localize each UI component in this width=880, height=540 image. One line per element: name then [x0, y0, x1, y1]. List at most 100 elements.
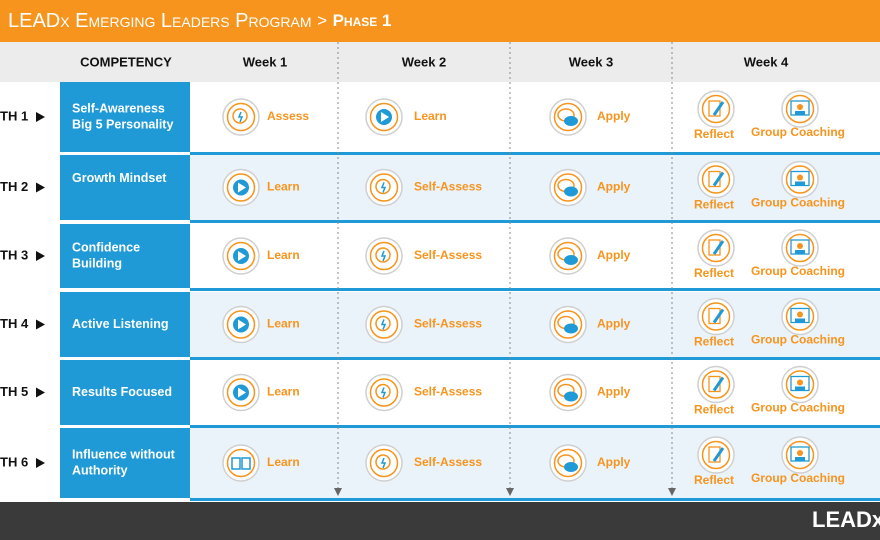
icon-chat: [549, 373, 587, 412]
footer-bar: [0, 502, 880, 540]
competency-cell: [60, 292, 190, 357]
icon-people: [781, 90, 819, 128]
activity-label: Learn: [267, 180, 300, 194]
icon-inner: [226, 310, 256, 339]
activity-label: Reflect: [694, 473, 734, 487]
activity-label: Apply: [597, 248, 631, 262]
icon-inner: [785, 302, 815, 331]
icon-people: [781, 229, 819, 267]
activity-label: Learn: [267, 455, 300, 469]
glyph: [238, 319, 246, 330]
icon-play: [222, 305, 260, 344]
glyph: [375, 178, 391, 195]
activity-label: Group Coaching: [751, 471, 845, 485]
icon-inner: [226, 173, 256, 202]
icon-inner: [553, 241, 583, 271]
row-label: TH 3: [0, 247, 28, 262]
glyph: [375, 454, 391, 470]
activity-label: Group Coaching: [751, 401, 845, 415]
glyph: [381, 112, 389, 122]
row-separator: [190, 220, 880, 223]
row-separator: [190, 152, 880, 155]
activity-label: Learn: [267, 248, 300, 262]
column-header: COMPETENCY: [80, 54, 172, 69]
divider-arrow: [334, 488, 342, 496]
glyph: [380, 319, 387, 330]
activity-label: Apply: [597, 109, 631, 123]
row-background: [190, 428, 880, 498]
activity-label: Apply: [597, 455, 631, 469]
glyph: [797, 379, 803, 386]
competency-cell: [60, 224, 190, 288]
glyph: [564, 116, 578, 126]
activity-label: Self-Assess: [414, 248, 482, 262]
glyph: [712, 447, 725, 462]
icon-bulb: [365, 444, 403, 482]
divider-arrow: [506, 488, 514, 496]
glyph: [795, 386, 805, 391]
icon-inner: [226, 378, 256, 407]
activity-label: Group Coaching: [751, 264, 845, 278]
activity-label: Reflect: [694, 266, 734, 280]
competency-text: Authority: [72, 463, 128, 477]
activity-label: Group Coaching: [751, 125, 845, 139]
activity-label: Self-Assess: [414, 455, 482, 469]
competency-text: Influence without: [72, 447, 176, 461]
activity-label: Self-Assess: [414, 385, 482, 399]
row-arrow: [36, 387, 45, 398]
row-label: TH 4: [0, 316, 29, 331]
glyph: [238, 387, 246, 398]
icon-inner: [369, 448, 399, 478]
icon-ring: [222, 444, 260, 482]
glyph: [232, 108, 248, 124]
competency-text: Confidence: [72, 240, 140, 254]
competency-cell: [60, 155, 190, 220]
activity-label: Apply: [597, 317, 631, 331]
icon-pencil: [697, 436, 735, 474]
row-arrow: [36, 112, 45, 122]
row-label: TH 2: [0, 179, 28, 194]
icon-inner: [785, 94, 815, 124]
column-header: Week 2: [402, 54, 447, 69]
icon-inner: [226, 448, 256, 478]
glyph: [797, 450, 803, 456]
glyph: [375, 383, 391, 400]
glyph: [380, 182, 387, 193]
icon-chat: [549, 98, 587, 136]
glyph: [797, 104, 803, 110]
activity-label: Reflect: [694, 127, 734, 141]
row-arrow: [36, 458, 45, 468]
glyph: [795, 111, 805, 115]
icon-chat: [549, 168, 587, 207]
competency-cell: [60, 360, 190, 425]
divider-arrow: [668, 488, 676, 496]
icon-inner: [785, 165, 815, 194]
row-separator: [190, 357, 880, 360]
icon-bulb: [222, 98, 260, 136]
activity-label: Self-Assess: [414, 180, 482, 194]
phase: Phase 1: [333, 11, 392, 30]
competency-text: Growth Mindset: [72, 171, 167, 185]
icon-bulb: [365, 373, 403, 412]
icon-play: [222, 237, 260, 275]
glyph: [375, 315, 391, 332]
row-arrow: [36, 251, 45, 261]
activity-label: Apply: [597, 180, 631, 194]
icon-inner: [785, 370, 815, 399]
icon-inner: [553, 173, 583, 202]
row-label: TH 6: [0, 454, 28, 469]
icon-play: [222, 373, 260, 412]
activity-label: Self-Assess: [414, 317, 482, 331]
row-arrow: [36, 319, 45, 330]
glyph: [564, 186, 578, 197]
activity-label: Reflect: [694, 403, 734, 417]
icon-inner: [701, 165, 731, 194]
icon-inner: [369, 378, 399, 407]
row-background: [190, 82, 880, 152]
icon-chat: [549, 444, 587, 482]
activity-label: Group Coaching: [751, 196, 845, 210]
activity-label: Reflect: [694, 198, 734, 212]
activity-label: Learn: [267, 385, 300, 399]
glyph: [797, 311, 803, 318]
